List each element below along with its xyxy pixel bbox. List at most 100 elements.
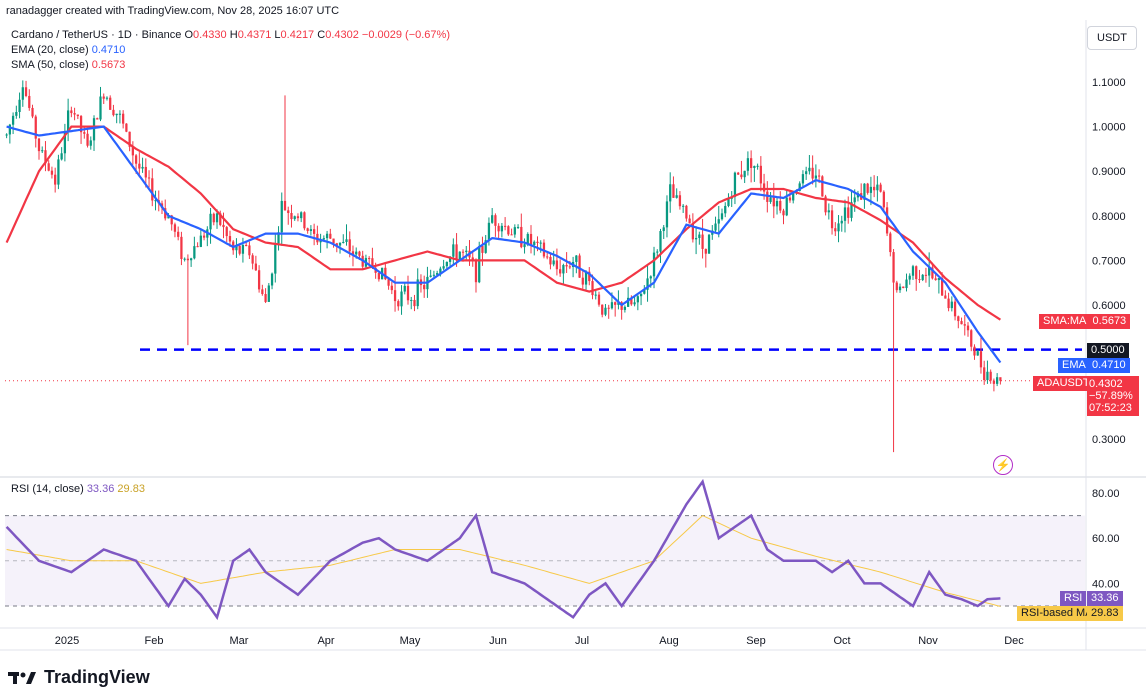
candle-body xyxy=(908,275,911,280)
candle-body xyxy=(219,213,222,225)
candle-body xyxy=(821,176,824,197)
sma-legend[interactable]: SMA (50, close) 0.5673 xyxy=(11,59,125,71)
candle-body xyxy=(461,251,465,253)
last-price: 0.4302 xyxy=(1089,378,1123,390)
candle-body xyxy=(775,200,779,207)
rsi-line[interactable] xyxy=(5,478,1001,621)
candle-body xyxy=(957,316,960,322)
candle-body xyxy=(63,131,67,154)
candle-body xyxy=(28,95,31,108)
candle-body xyxy=(37,138,41,152)
candle-body xyxy=(516,226,520,228)
candle-body xyxy=(966,325,970,331)
candle-body xyxy=(698,234,701,238)
candle-body xyxy=(814,175,818,179)
candle-body xyxy=(934,278,937,281)
price-axis-tick: 0.6000 xyxy=(1092,300,1126,312)
candle-body xyxy=(274,243,277,274)
candle-body xyxy=(170,215,173,225)
candle-body xyxy=(646,278,649,290)
candle-body xyxy=(112,109,115,116)
candle-body xyxy=(283,200,287,211)
ema-legend[interactable]: EMA (20, close) 0.4710 xyxy=(11,44,125,56)
time-axis-tick: Oct xyxy=(833,635,850,647)
candle-body xyxy=(503,225,507,227)
chart-attribution: ranadagger created with TradingView.com,… xyxy=(6,5,340,17)
candle-body xyxy=(270,273,274,286)
ema-legend-label: EMA (20, close) xyxy=(11,44,89,56)
candle-body xyxy=(817,175,821,177)
candle-body xyxy=(866,183,869,193)
candle-body xyxy=(154,200,157,202)
candle-body xyxy=(147,177,151,179)
candle-body xyxy=(31,107,34,117)
rsi-ma-line[interactable] xyxy=(6,515,1001,607)
candle-body xyxy=(193,246,196,259)
candle-body xyxy=(850,202,853,218)
candle-body xyxy=(245,245,248,247)
candle-body xyxy=(410,299,413,301)
currency-button[interactable]: USDT xyxy=(1087,26,1137,50)
candle-body xyxy=(707,234,711,254)
candle-body xyxy=(840,220,843,224)
candle-body xyxy=(898,286,902,291)
candle-body xyxy=(484,240,487,253)
candle-body xyxy=(772,197,775,207)
candle-body xyxy=(199,235,202,247)
lightning-icon[interactable]: ⚡ xyxy=(993,455,1013,475)
candle-body xyxy=(73,113,76,115)
candle-body xyxy=(371,258,374,268)
candle-body xyxy=(873,186,876,191)
candle-body xyxy=(393,290,397,302)
candle-body xyxy=(397,301,400,307)
candle-body xyxy=(494,215,497,226)
candle-body xyxy=(536,241,539,244)
candle-body xyxy=(720,213,724,220)
candle-body xyxy=(478,246,481,283)
tradingview-logo[interactable]: TradingView xyxy=(8,667,150,688)
candle-body xyxy=(248,245,251,256)
candle-body xyxy=(960,321,963,325)
candle-body xyxy=(756,165,759,167)
candle-body xyxy=(869,186,873,193)
rsi-axis-tick: 80.00 xyxy=(1092,488,1120,500)
candle-body xyxy=(895,282,898,291)
candle-body xyxy=(950,301,953,309)
candle-body xyxy=(202,235,206,238)
candle-body xyxy=(824,196,827,213)
candle-body xyxy=(559,269,562,274)
rsi-legend[interactable]: RSI (14, close) 33.36 29.83 xyxy=(11,483,145,495)
candle-body xyxy=(173,224,177,232)
candle-body xyxy=(358,251,361,256)
candle-body xyxy=(737,172,740,175)
candle-body xyxy=(109,97,112,110)
candle-body xyxy=(724,205,727,214)
candle-body xyxy=(164,208,167,219)
candle-body xyxy=(669,184,672,202)
candle-body xyxy=(296,216,300,219)
candle-body xyxy=(740,174,743,178)
candle-body xyxy=(546,256,549,258)
candle-body xyxy=(591,281,594,296)
candle-body xyxy=(342,241,345,243)
candle-body xyxy=(704,248,707,254)
price-axis-tick: 0.8000 xyxy=(1092,211,1126,223)
candle-body xyxy=(134,155,138,164)
ema-20-line[interactable] xyxy=(6,125,1002,364)
candle-body xyxy=(235,245,238,251)
candle-body xyxy=(89,140,92,146)
candle-body xyxy=(601,304,604,315)
candle-body xyxy=(8,124,11,135)
candle-body xyxy=(911,266,915,276)
candle-body xyxy=(368,258,371,260)
candle-body xyxy=(837,223,840,232)
candle-body xyxy=(902,286,905,289)
candle-body xyxy=(539,242,542,244)
candle-body xyxy=(523,244,526,248)
candle-body xyxy=(513,227,516,235)
candle-body xyxy=(57,159,60,185)
candle-body xyxy=(400,291,403,307)
sma-50-line[interactable] xyxy=(5,125,1001,321)
candle-body xyxy=(403,285,406,292)
